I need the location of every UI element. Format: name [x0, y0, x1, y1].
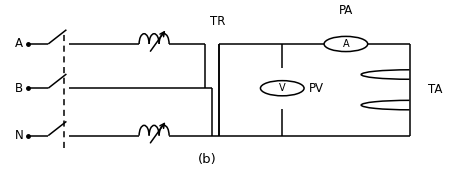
Text: N: N	[14, 129, 23, 142]
Text: TA: TA	[427, 83, 441, 96]
Text: A: A	[15, 37, 23, 50]
Text: V: V	[278, 83, 285, 93]
Text: PV: PV	[308, 82, 323, 95]
Text: A: A	[342, 39, 348, 49]
Text: PA: PA	[338, 4, 352, 17]
Text: B: B	[15, 82, 23, 95]
Text: TR: TR	[209, 15, 224, 28]
Text: (b): (b)	[197, 153, 216, 166]
